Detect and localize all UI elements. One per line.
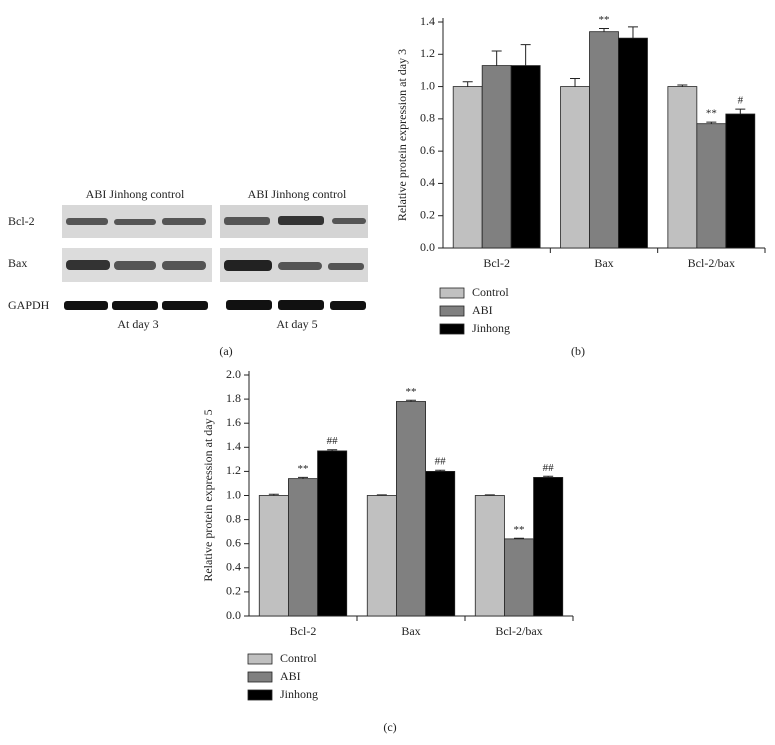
bar xyxy=(425,470,456,617)
y-tick-label: 0.0 xyxy=(226,608,241,622)
y-tick-label: 1.2 xyxy=(420,46,435,60)
y-tick-label: 1.8 xyxy=(226,391,241,405)
error-bar xyxy=(435,469,446,472)
y-tick-label: 2.0 xyxy=(226,367,241,381)
error-bar xyxy=(543,475,554,478)
y-tick-label: 0.4 xyxy=(420,175,435,189)
x-tick-label: Bax xyxy=(594,256,613,270)
bar xyxy=(618,37,648,249)
error-bar xyxy=(462,81,473,87)
blot-row-label: Bax xyxy=(8,256,27,270)
error-bar xyxy=(406,399,416,402)
error-bar xyxy=(735,108,746,115)
blot-footer: At day 5 xyxy=(276,317,317,331)
y-tick-label: 0.6 xyxy=(226,535,241,549)
y-tick-label: 1.6 xyxy=(226,415,241,429)
bar xyxy=(667,86,698,249)
error-bar xyxy=(520,44,531,66)
significance-mark: ** xyxy=(406,386,417,398)
y-tick-label: 1.0 xyxy=(226,487,241,501)
y-tick-label: 0.2 xyxy=(226,584,241,598)
bar xyxy=(560,86,590,249)
significance-mark: ** xyxy=(298,463,309,475)
y-tick-label: 0.8 xyxy=(226,511,241,525)
blot-bands xyxy=(64,216,366,310)
error-bar xyxy=(268,493,279,496)
error-bar xyxy=(677,84,688,87)
bar xyxy=(589,31,619,249)
panel-label: (c) xyxy=(383,720,396,734)
error-bar xyxy=(491,50,502,66)
y-tick-label: 0.4 xyxy=(226,560,241,574)
legend-swatch xyxy=(439,305,465,317)
error-bar xyxy=(376,494,387,496)
bar xyxy=(258,495,289,617)
blot-row-label: GAPDH xyxy=(8,298,50,312)
significance-mark: ** xyxy=(599,14,610,26)
legend-swatch xyxy=(439,323,465,335)
legend-label: Jinhong xyxy=(280,687,318,701)
bar xyxy=(288,478,318,617)
y-tick-label: 1.2 xyxy=(226,463,241,477)
bar xyxy=(696,123,727,249)
significance-mark: ** xyxy=(706,108,717,120)
error-bar xyxy=(627,26,638,39)
x-tick-label: Bcl-2/bax xyxy=(688,256,735,270)
error-bar xyxy=(706,121,717,124)
error-bar xyxy=(327,449,338,451)
y-tick-label: 0.2 xyxy=(420,207,435,221)
y-axis-label: Relative protein expression at day 3 xyxy=(395,49,409,221)
bar xyxy=(366,495,397,617)
panel-label: (a) xyxy=(219,344,232,358)
bar xyxy=(725,113,756,249)
x-tick-label: Bax xyxy=(401,624,420,638)
bar xyxy=(452,86,483,249)
error-bar xyxy=(599,27,609,32)
panel-label: (b) xyxy=(571,344,585,358)
legend-label: ABI xyxy=(280,669,301,683)
y-tick-label: 0.8 xyxy=(420,111,435,125)
y-tick-label: 0.6 xyxy=(420,143,435,157)
blot-panel: ABI Jinhong control ABI Jinhong control … xyxy=(8,187,368,358)
legend-label: Control xyxy=(280,651,317,665)
error-bar xyxy=(298,476,308,479)
y-tick-label: 1.4 xyxy=(226,439,241,453)
bar xyxy=(317,450,348,617)
blot-header: ABI Jinhong control xyxy=(86,187,185,201)
significance-mark: ## xyxy=(435,456,447,468)
legend-label: Control xyxy=(472,285,509,299)
error-bar xyxy=(570,78,581,87)
legend-swatch xyxy=(439,287,465,299)
x-tick-label: Bcl-2/bax xyxy=(495,624,542,638)
legend-swatch xyxy=(247,689,273,701)
bar xyxy=(396,401,426,617)
error-bar xyxy=(484,494,495,496)
bar xyxy=(504,538,534,617)
y-axis-label: Relative protein expression at day 5 xyxy=(201,409,215,581)
blot-row-label: Bcl-2 xyxy=(8,214,35,228)
significance-mark: # xyxy=(738,95,744,107)
bar xyxy=(474,495,505,617)
error-bar xyxy=(514,537,524,539)
y-tick-label: 1.4 xyxy=(420,14,435,28)
blot-header: ABI Jinhong control xyxy=(248,187,347,201)
blot-footer: At day 3 xyxy=(117,317,158,331)
bar xyxy=(510,65,541,249)
significance-mark: ## xyxy=(543,462,555,474)
bar xyxy=(481,65,512,249)
legend-swatch xyxy=(247,671,273,683)
y-tick-label: 1.0 xyxy=(420,78,435,92)
significance-mark: ## xyxy=(327,435,339,447)
legend-label: ABI xyxy=(472,303,493,317)
y-tick-label: 0.0 xyxy=(420,240,435,254)
bar xyxy=(533,477,564,617)
legend-label: Jinhong xyxy=(472,321,510,335)
significance-mark: ** xyxy=(514,524,525,536)
legend-swatch xyxy=(247,653,273,665)
x-tick-label: Bcl-2 xyxy=(483,256,510,270)
x-tick-label: Bcl-2 xyxy=(290,624,317,638)
